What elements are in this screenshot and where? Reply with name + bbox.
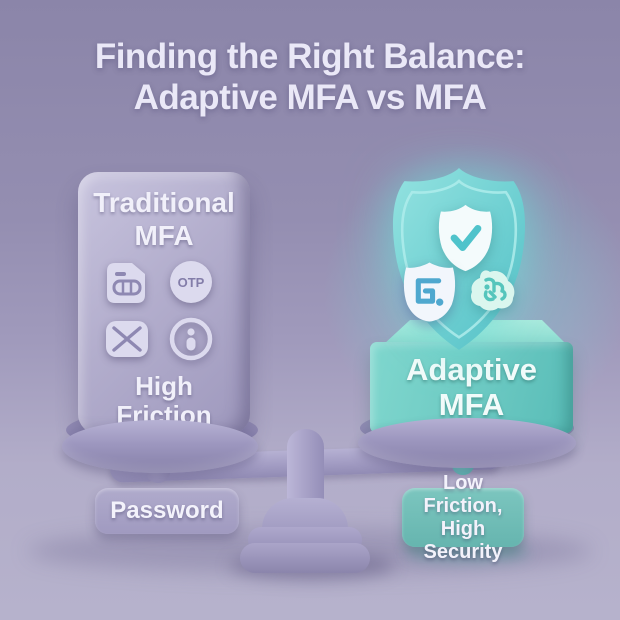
ai-brain-icon: [470, 270, 515, 311]
adaptive-title-line2: MFA: [438, 387, 505, 422]
left-pan-dish: [62, 420, 258, 473]
traditional-mfa-card: Traditional MFA OTP High Friction: [78, 172, 250, 434]
right-pan-dish: [358, 418, 576, 468]
tag-shadow: [406, 544, 530, 562]
adaptive-box-title: Adaptive MFA: [370, 352, 573, 422]
page-title-line1: Finding the Right Balance:: [94, 37, 526, 76]
page-title: Finding the Right Balance: Adaptive MFA …: [0, 36, 620, 118]
friction-line1: High: [135, 371, 193, 401]
adaptive-title-line1: Adaptive: [406, 352, 537, 387]
low-friction-line1: Low Friction,: [423, 471, 503, 517]
check-shield-icon: [438, 204, 493, 272]
page-title-line2: Adaptive MFA vs MFA: [133, 78, 487, 117]
otp-label: OTP: [178, 275, 205, 290]
adaptive-mfa-box: Adaptive MFA: [370, 342, 573, 433]
authenticator-person-icon: [169, 317, 213, 361]
sim-card-icon: [107, 263, 145, 303]
traditional-title-line2: MFA: [134, 220, 194, 251]
low-friction-tag: Low Friction, High Security: [402, 472, 524, 563]
password-tag: Password: [95, 488, 239, 534]
traditional-card-title: Traditional MFA: [78, 186, 250, 252]
otp-badge-icon: OTP: [170, 261, 212, 303]
traditional-title-line1: Traditional: [93, 187, 235, 218]
password-tag-label: Password: [110, 497, 224, 524]
low-friction-line2: High Security: [423, 517, 503, 563]
passkey-badge-icon: [403, 262, 456, 322]
email-cross-icon: [106, 321, 148, 357]
scale-base-bottom: [240, 543, 370, 573]
